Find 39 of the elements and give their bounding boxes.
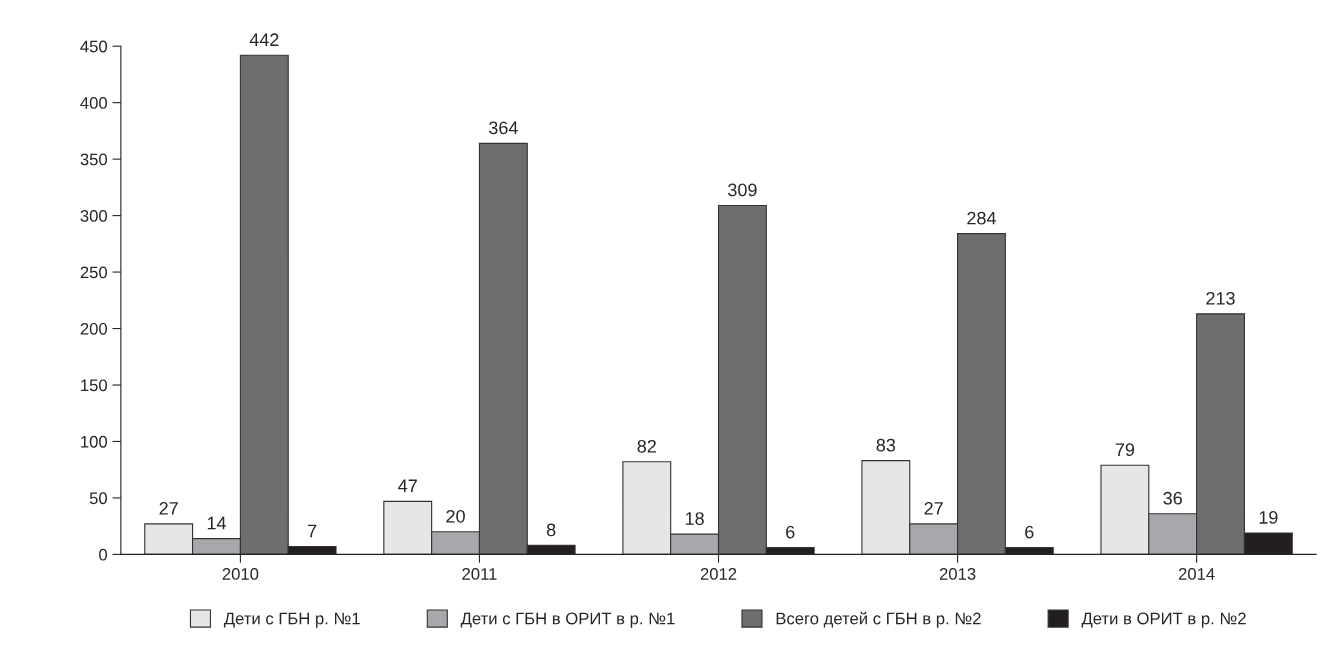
data-label: 83 <box>876 438 896 452</box>
x-tick-label: 2012 <box>700 568 737 580</box>
x-tick-label: 2014 <box>1178 568 1215 580</box>
data-label: 364 <box>488 121 518 135</box>
y-tick-label: 350 <box>80 153 108 166</box>
data-label: 27 <box>924 502 943 515</box>
legend-label: Дети в ОРИТ в р. №2 <box>1081 612 1246 628</box>
data-label: 82 <box>637 439 656 453</box>
data-label: 309 <box>728 183 757 197</box>
data-label: 14 <box>207 516 227 530</box>
x-tick-label: 2013 <box>939 568 976 580</box>
data-label: 8 <box>546 523 556 537</box>
data-label: 284 <box>967 211 996 225</box>
data-label: 6 <box>1025 525 1034 539</box>
data-label: 27 <box>159 502 178 515</box>
data-label: 19 <box>1259 511 1278 524</box>
y-tick-label: 200 <box>80 322 108 335</box>
data-label: 36 <box>1163 491 1182 505</box>
y-tick-label: 300 <box>80 210 108 222</box>
y-tick-label: 0 <box>99 548 108 561</box>
x-tick-label: 2010 <box>222 568 259 580</box>
y-tick-label: 250 <box>80 266 108 279</box>
data-label: 6 <box>786 525 795 539</box>
data-label: 18 <box>685 512 704 525</box>
y-tick-label: 400 <box>80 97 108 109</box>
data-label: 213 <box>1206 291 1235 305</box>
legend-label: Дети с ГБН р. №1 <box>223 612 360 628</box>
data-label: 20 <box>446 509 465 523</box>
y-tick-label: 50 <box>89 492 108 505</box>
y-tick-label: 150 <box>81 379 108 392</box>
data-label: 47 <box>398 479 417 493</box>
data-label: 79 <box>1115 443 1135 457</box>
y-tick-label: 100 <box>81 435 108 448</box>
legend-label: Всего детей с ГБН в р. №2 <box>776 611 981 628</box>
legend-label: Дети с ГБН в ОРИТ в р. №1 <box>460 612 675 628</box>
y-tick-label: 450 <box>80 40 108 53</box>
data-label: 442 <box>249 33 279 46</box>
data-label: 7 <box>308 524 317 538</box>
x-tick-label: 2011 <box>462 568 497 580</box>
